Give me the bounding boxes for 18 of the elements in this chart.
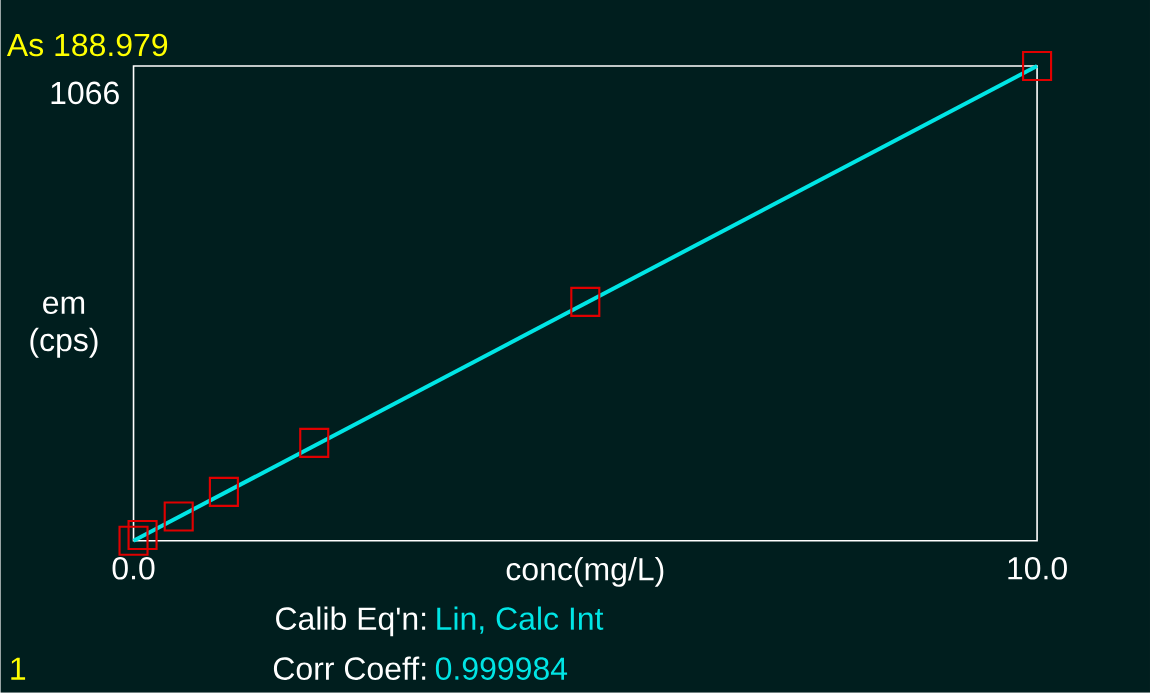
text: Calib Eq'n:: [276, 606, 426, 637]
text: 0.999984: [435, 657, 568, 681]
y-axis-title: em (cps): [30, 296, 98, 358]
x-tick-label: 0.0: [112, 557, 155, 580]
text: Corr Coeff:: [273, 656, 426, 681]
point: [163, 501, 194, 532]
point: [208, 476, 239, 508]
point: [299, 428, 330, 459]
x-tick-label: 10.0: [1008, 557, 1067, 580]
text: 1: [11, 657, 26, 680]
point: [1022, 51, 1053, 82]
chart-title: As 188.979: [6, 33, 168, 57]
point: [570, 287, 601, 318]
point: [127, 520, 158, 551]
x-axis-title: conc(mg/L): [506, 557, 664, 587]
text: Lin, Calc Int: [437, 606, 604, 634]
text: 1066: [51, 81, 119, 105]
point: [118, 525, 149, 556]
